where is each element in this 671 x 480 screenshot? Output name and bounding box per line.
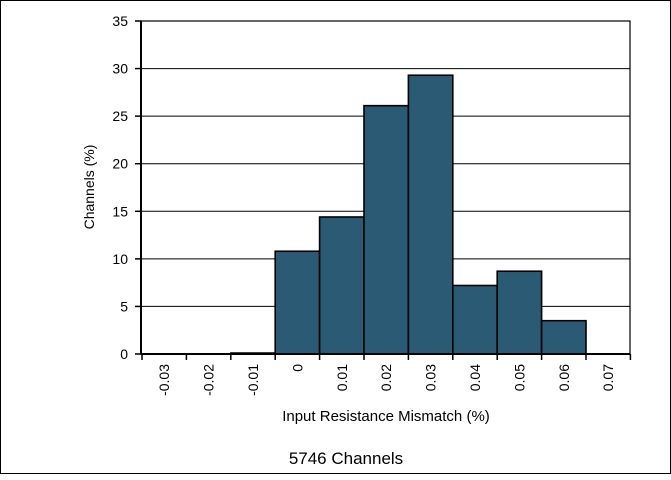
x-tick-label-0.06: 0.06 [556, 364, 572, 391]
axes [135, 20, 632, 360]
bar-0.06 [540, 319, 587, 355]
bar-0.01 [318, 216, 365, 355]
y-tick-label-35: 35 [112, 13, 128, 29]
bar-0.04 [451, 284, 498, 355]
bar-0.02 [363, 104, 410, 355]
x-tick-label-0.01: 0.01 [334, 364, 350, 391]
y-tick-label-25: 25 [112, 108, 128, 124]
x-tick-label--0.02: -0.02 [201, 364, 217, 396]
x-tick-label-0.05: 0.05 [511, 364, 527, 391]
y-tick-label-5: 5 [120, 298, 128, 314]
y-tick-label-30: 30 [112, 61, 128, 77]
x-tick-label-0: 0 [289, 364, 305, 372]
x-tick-label-0.03: 0.03 [423, 364, 439, 391]
x-tick-label-0.02: 0.02 [378, 364, 394, 391]
x-axis-label: Input Resistance Mismatch (%) [282, 408, 490, 425]
y-tick-label-15: 15 [112, 203, 128, 219]
y-tick-label-10: 10 [112, 251, 128, 267]
x-tick-label--0.03: -0.03 [156, 364, 172, 396]
x-tick-label-0.07: 0.07 [600, 364, 616, 391]
bar-0.03 [407, 74, 454, 355]
x-tick-label--0.01: -0.01 [245, 364, 261, 396]
y-tick-label-0: 0 [120, 346, 128, 362]
channel-count-annotation: 5746 Channels [289, 449, 403, 468]
y-axis-label: Channels (%) [81, 145, 97, 230]
y-tick-labels: 0 5 10 15 20 25 30 35 [112, 13, 128, 362]
bar-0.05 [496, 270, 543, 355]
bar-0 [274, 250, 321, 355]
x-tick-label-0.04: 0.04 [467, 364, 483, 391]
y-tick-label-20: 20 [112, 156, 128, 172]
bars [230, 74, 587, 355]
x-tick-labels: -0.03 -0.02 -0.01 0 0.01 0.02 0.03 0.04 0.05 0.06… [156, 364, 616, 396]
